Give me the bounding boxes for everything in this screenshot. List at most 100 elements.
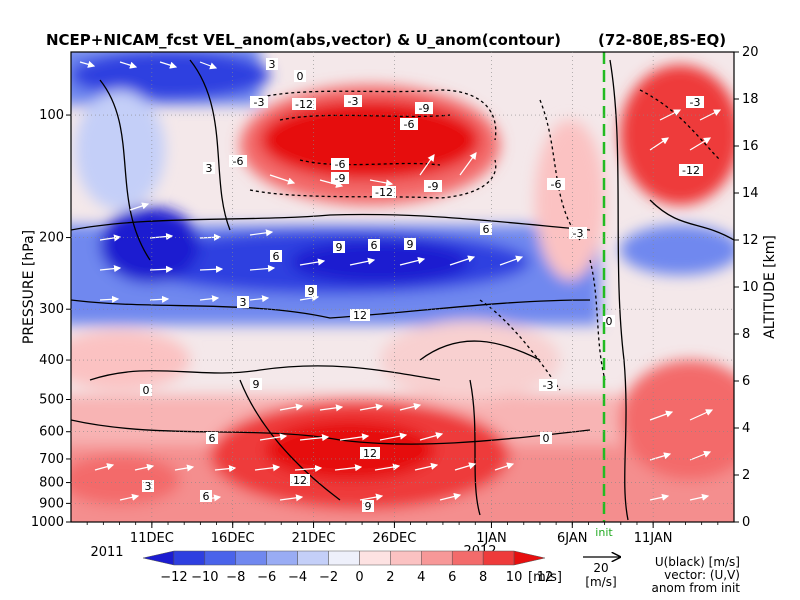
svg-text:-3: -3 [543,379,554,392]
svg-text:9: 9 [365,500,372,513]
y-tick-label: 400 [39,353,64,368]
y-tick-label: 500 [39,392,64,407]
svg-text:-12: -12 [295,98,313,111]
contour-lines [71,59,734,521]
x-tick-label: 6JAN [557,531,588,546]
svg-text:9: 9 [336,241,343,254]
legend-line-anom: anom from init [651,581,740,595]
legend-line-vector: vector: (U,V) [664,568,740,582]
svg-text:-12: -12 [682,164,700,177]
colorbar-tick-label: −6 [257,570,276,585]
contour-label-pos: 9 [362,500,374,513]
colorbar-tick-label: 6 [448,570,456,585]
contour-label-neg: -9 [331,172,349,185]
svg-text:9: 9 [308,285,315,298]
contour-label-pos: 3 [142,480,154,493]
contour-label-pos: 6 [200,490,212,503]
colorbar-swatch [173,550,206,566]
contour-label-neg: -6 [547,178,565,191]
y-tick-label: 600 [39,425,64,440]
x-axis-time: 11DEC 16DEC 21DEC 26DEC 1JAN 6JAN 11JAN [86,52,719,546]
contour-label-pos: 0 [540,432,552,445]
wind-vectors [79,60,722,502]
y-axis-right-label: ALTITUDE [km] [762,235,778,339]
contour-label-pos: 0 [603,315,615,328]
colorbar-swatch [235,550,267,566]
contour-label-neg: -3 [344,95,362,108]
colorbar-tick-label: −2 [319,570,338,585]
contour-label-neg: -12 [292,98,316,111]
y-right-tick-label: 8 [742,327,750,342]
contour-label-neg: -3 [569,227,587,240]
vector-legend-value: 20 [593,561,608,575]
svg-text:0: 0 [606,315,613,328]
y-right-tick-label: 16 [742,139,759,154]
contour-label-neg: -3 [686,96,704,109]
svg-text:-3: -3 [690,96,701,109]
colorbar: −12 −10 −8 −6 −4 −2 0 2 4 6 8 10 12 [142,550,554,585]
contour-label-neg: -9 [415,102,433,115]
colorbar-tick-label: 0 [355,570,363,585]
svg-text:6: 6 [273,250,280,263]
colorbar-swatch [266,550,298,566]
x-tick-label: 21DEC [292,531,336,546]
x-tick-label: 11DEC [130,531,174,546]
svg-text:12: 12 [353,309,367,322]
chart-title: NCEP+NICAM_fcst VEL_anom(abs,vector) & U… [46,31,561,49]
contour-label-pos: 3 [237,296,249,309]
colorbar-tick-label: 4 [417,570,425,585]
colorbar-tick-label: 10 [506,570,523,585]
year-start-label: 2011 [90,545,123,560]
svg-text:-9: -9 [428,180,439,193]
contour-label-pos: 6 [480,223,492,236]
svg-text:3: 3 [206,162,213,175]
colorbar-unit: [m/s] [528,570,562,585]
colorbar-swatch [451,550,484,566]
contour-label-neg: -6 [229,155,247,168]
svg-text:-9: -9 [419,102,430,115]
contour-labels: -3 -12 -3 -9 -6 -9 -12 -6 -6 -3 -6 -3 -1… [140,58,704,513]
vector-legend: 20 [m/s] U(black) [m/s] vector: (U,V) an… [583,555,740,595]
colorbar-tick-label: 12 [537,570,554,585]
colorbar-tick-label: 2 [386,570,394,585]
x-tick-label: 26DEC [372,531,416,546]
colorbar-swatch [204,550,237,566]
contour-label-neg: -3 [539,379,557,392]
y-right-tick-label: 18 [742,92,759,107]
y-tick-label: 100 [39,108,64,123]
legend-line-u: U(black) [m/s] [655,555,740,569]
contour-label-pos: 3 [203,162,215,175]
colorbar-tick-label: −10 [191,570,218,585]
contour-label-pos: 0 [140,384,152,397]
colorbar-swatch [328,550,360,566]
svg-text:12: 12 [293,474,307,487]
y-tick-label: 800 [39,476,64,491]
y-right-tick-label: 10 [742,280,759,295]
svg-text:0: 0 [143,384,150,397]
contour-label-pos: 12 [290,474,310,487]
contour-label-neg: -3 [250,96,268,109]
contour-label-neg: -12 [679,164,703,177]
contour-label-pos: 9 [250,378,262,391]
svg-text:0: 0 [297,70,304,83]
contour-label-pos: 0 [294,70,306,83]
svg-text:-9: -9 [335,172,346,185]
svg-text:-6: -6 [404,118,415,131]
x-tick-label: 16DEC [211,531,255,546]
y-tick-label: 300 [39,302,64,317]
y-right-tick-label: 4 [742,421,750,436]
colorbar-tick-label: −12 [160,570,187,585]
y-right-tick-label: 20 [742,45,759,60]
svg-text:6: 6 [483,223,490,236]
contour-label-neg: -6 [400,118,418,131]
contour-label-pos: 9 [333,241,345,254]
svg-text:3: 3 [240,296,247,309]
svg-text:-6: -6 [335,158,346,171]
svg-text:12: 12 [363,447,377,460]
contour-label-pos: 12 [360,447,380,460]
svg-text:-3: -3 [573,227,584,240]
colorbar-tick-label: −4 [288,570,307,585]
svg-text:0: 0 [543,432,550,445]
